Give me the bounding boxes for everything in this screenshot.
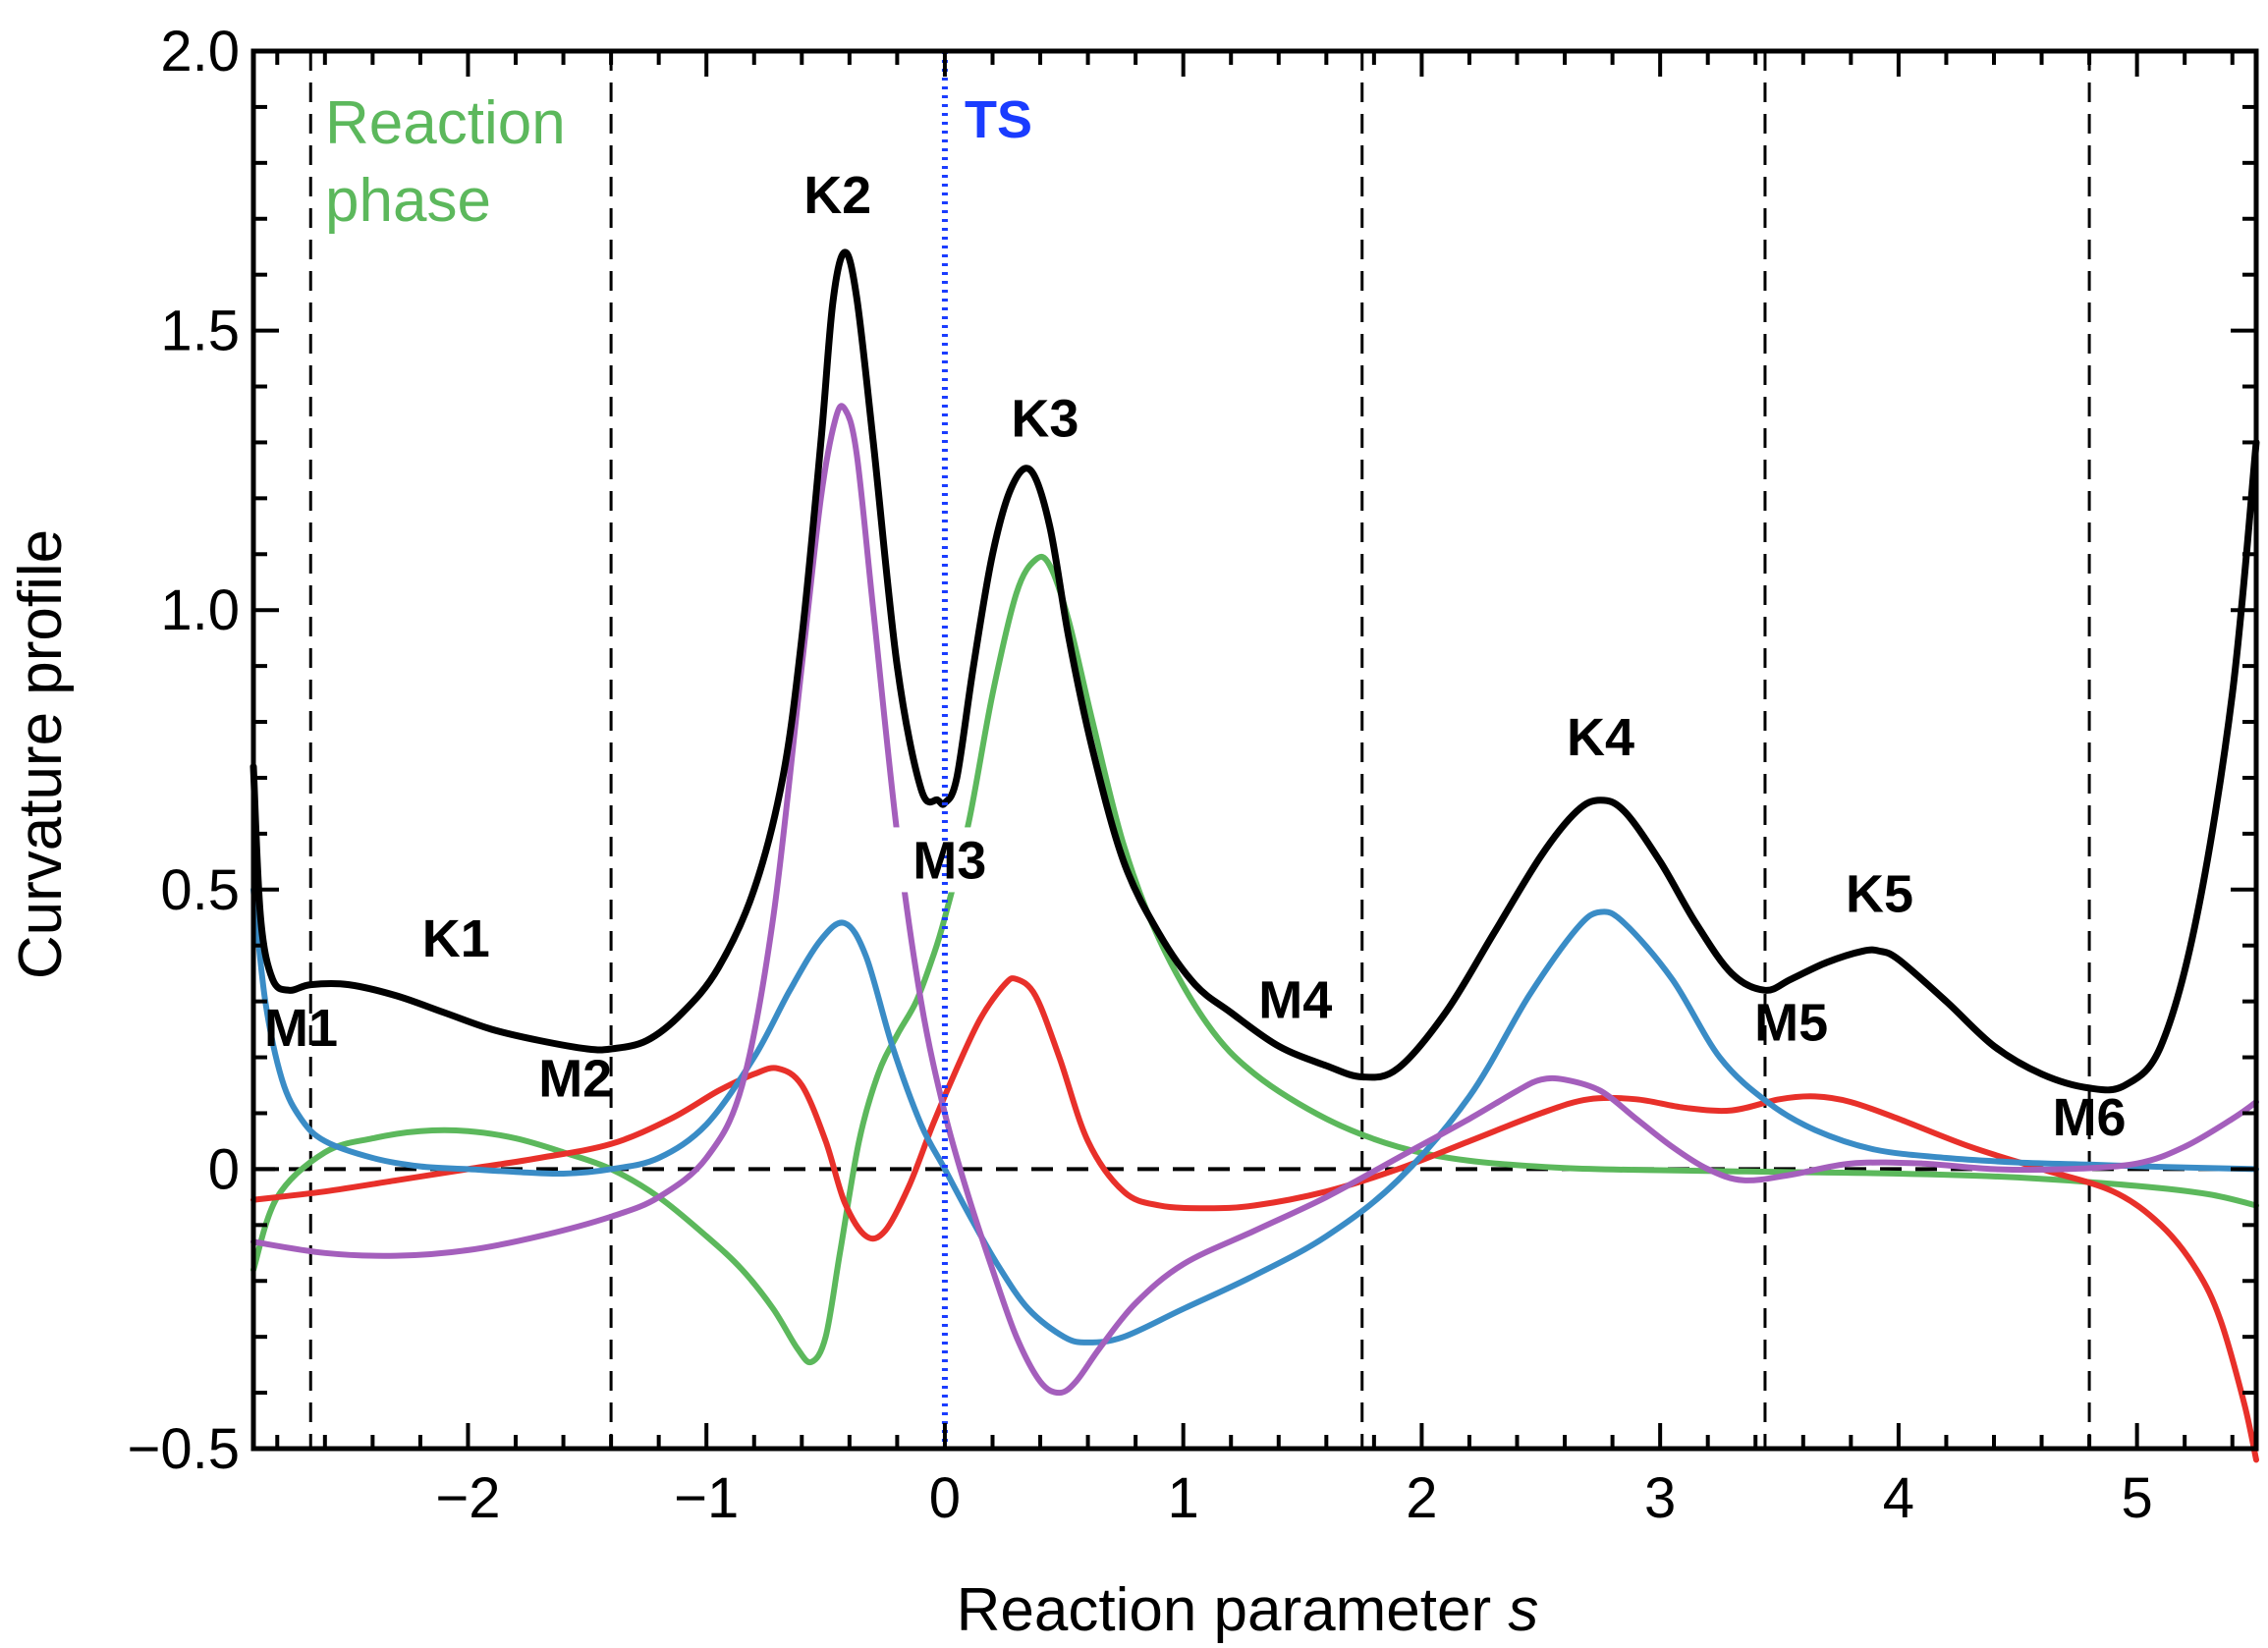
phase-label-line2: phase: [325, 167, 491, 235]
y-tick-label: 0: [208, 1137, 240, 1201]
annotation-m2: M2: [538, 1049, 612, 1108]
x-tick-label: 4: [1883, 1466, 1914, 1530]
m3-label-background: [888, 827, 1011, 893]
annotation-k2: K2: [803, 166, 871, 225]
x-tick-label: 2: [1406, 1466, 1437, 1530]
x-axis-title-main: Reaction parameter: [957, 1576, 1509, 1644]
x-tick-label: −2: [435, 1466, 500, 1530]
annotation-k4: K4: [1567, 708, 1634, 767]
y-tick-label: −0.5: [128, 1417, 241, 1481]
ts-label: TS: [965, 90, 1032, 149]
x-tick-label: 5: [2121, 1466, 2152, 1530]
axis-ticks: −2 −1 0 1 2 3 4 5 −0.5 0 0.5 1.0 1.5 2.0: [128, 20, 2256, 1530]
plot-frame: [250, 48, 2259, 1452]
series-line-blue: [250, 886, 2259, 1346]
y-tick-label: 1.5: [160, 300, 240, 363]
series-lines: [249, 51, 2260, 1463]
annotation-m5: M5: [1754, 993, 1828, 1052]
y-tick-label: 0.5: [160, 858, 240, 922]
x-tick-label: −1: [674, 1466, 739, 1530]
annotation-k3: K3: [1011, 390, 1079, 449]
series-line-green: [250, 553, 2259, 1366]
x-tick-label: 1: [1168, 1466, 1199, 1530]
reference-lines: [253, 51, 2256, 1449]
annotation-m1: M1: [264, 999, 338, 1058]
y-tick-label: 1.0: [160, 578, 240, 642]
x-axis-title: Reaction parameter s: [957, 1576, 1539, 1644]
annotation-m6: M6: [2053, 1088, 2127, 1147]
annotation-k5: K5: [1846, 865, 1913, 924]
annotation-m4: M4: [1258, 971, 1332, 1030]
axes-frame: [250, 48, 2259, 1452]
series-line-total: [249, 248, 2260, 1094]
annotation-m3: M3: [913, 831, 986, 890]
x-axis-title-italic: s: [1508, 1576, 1538, 1644]
series-line-purple: [250, 403, 2259, 1397]
x-tick-label: 3: [1644, 1466, 1676, 1530]
y-axis-title: Curvature profile: [7, 529, 75, 979]
x-tick-label: 0: [929, 1466, 961, 1530]
text-labels: K1 K2 K3 K4 K5 M1 M2 M3 M4 M5 M6: [264, 166, 2127, 1147]
annotation-k1: K1: [422, 909, 490, 968]
phase-label-line1: Reaction: [325, 89, 566, 157]
y-tick-label: 2.0: [160, 20, 240, 83]
